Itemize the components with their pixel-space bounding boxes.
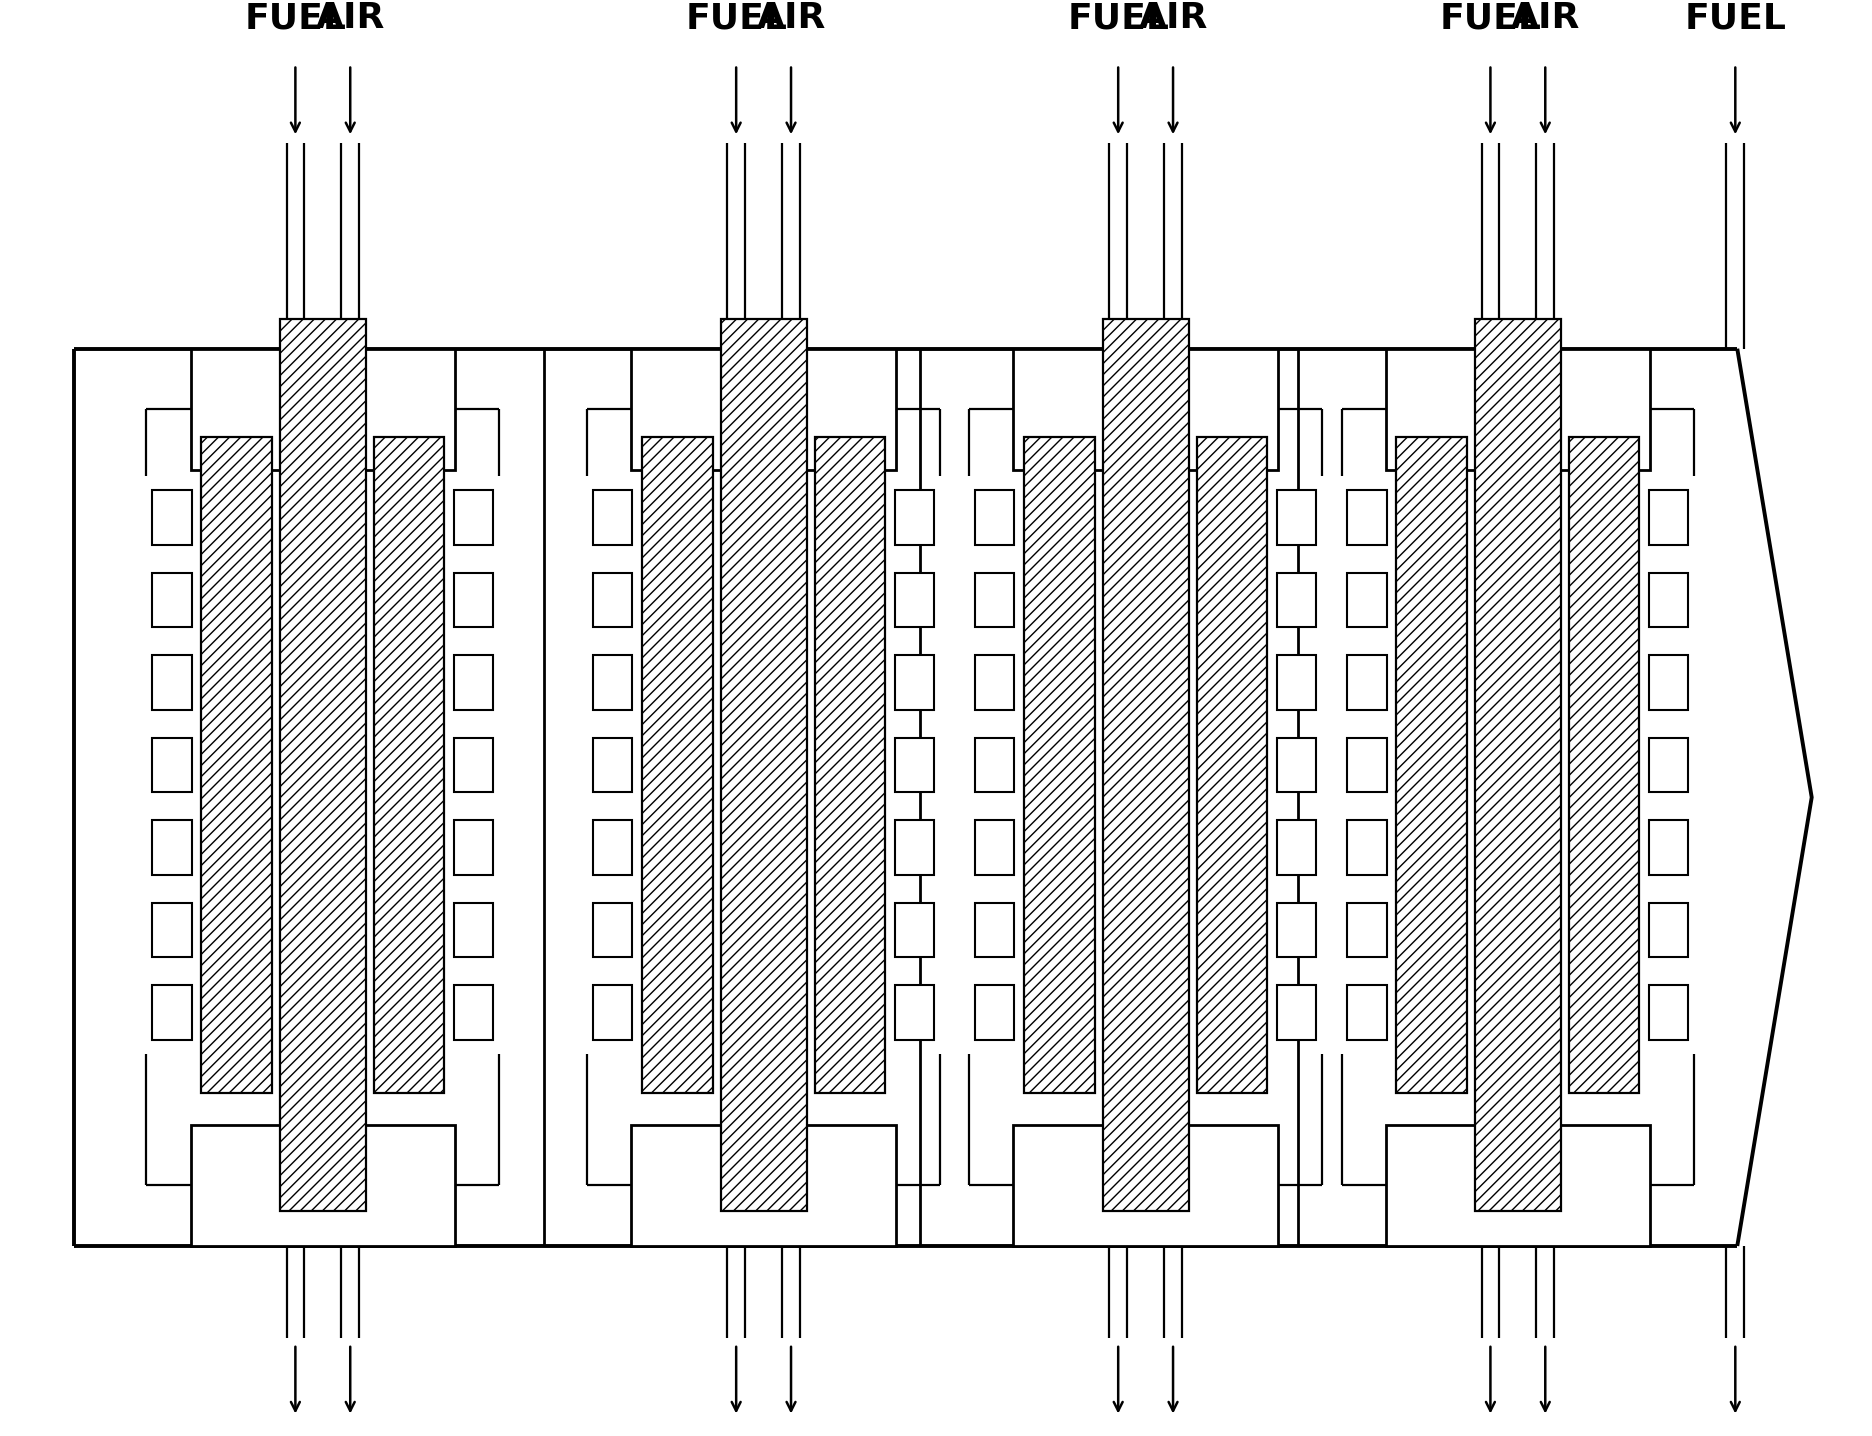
- Bar: [1649, 655, 1689, 709]
- Bar: [152, 573, 191, 628]
- Bar: [1103, 319, 1189, 1211]
- Text: FUEL: FUEL: [1685, 1, 1786, 36]
- Bar: [1348, 985, 1387, 1040]
- Bar: [455, 985, 492, 1040]
- Bar: [593, 655, 633, 709]
- Bar: [895, 490, 934, 544]
- Text: FUEL: FUEL: [685, 1, 786, 36]
- Bar: [975, 985, 1015, 1040]
- Bar: [1013, 1124, 1279, 1246]
- Bar: [152, 903, 191, 958]
- Bar: [1348, 903, 1387, 958]
- Bar: [1348, 490, 1387, 544]
- Bar: [631, 349, 897, 470]
- Bar: [593, 573, 633, 628]
- Bar: [1277, 738, 1316, 793]
- Text: FUEL: FUEL: [1067, 1, 1170, 36]
- Bar: [895, 738, 934, 793]
- Bar: [1024, 437, 1095, 1093]
- Bar: [1013, 349, 1279, 470]
- Bar: [1277, 903, 1316, 958]
- Bar: [975, 655, 1015, 709]
- Bar: [1196, 437, 1267, 1093]
- Bar: [1277, 655, 1316, 709]
- Text: FUEL: FUEL: [1440, 1, 1541, 36]
- Bar: [1348, 655, 1387, 709]
- Bar: [1348, 573, 1387, 628]
- Bar: [1348, 738, 1387, 793]
- Bar: [152, 820, 191, 875]
- Bar: [593, 903, 633, 958]
- Bar: [1348, 820, 1387, 875]
- Bar: [975, 573, 1015, 628]
- Bar: [1649, 985, 1689, 1040]
- Bar: [895, 985, 934, 1040]
- Bar: [455, 820, 492, 875]
- Bar: [1649, 573, 1689, 628]
- Bar: [1649, 490, 1689, 544]
- Bar: [374, 437, 444, 1093]
- Bar: [593, 985, 633, 1040]
- Bar: [642, 437, 713, 1093]
- Bar: [631, 1124, 897, 1246]
- Bar: [455, 655, 492, 709]
- Text: FUEL: FUEL: [245, 1, 346, 36]
- Bar: [455, 903, 492, 958]
- Bar: [1385, 1124, 1649, 1246]
- Text: AIR: AIR: [1511, 1, 1580, 36]
- Bar: [202, 437, 271, 1093]
- Bar: [1475, 319, 1561, 1211]
- Bar: [455, 490, 492, 544]
- Bar: [455, 738, 492, 793]
- Bar: [975, 490, 1015, 544]
- Bar: [152, 490, 191, 544]
- Bar: [1277, 985, 1316, 1040]
- Bar: [593, 490, 633, 544]
- Bar: [721, 319, 807, 1211]
- Bar: [975, 738, 1015, 793]
- Bar: [1277, 820, 1316, 875]
- Bar: [191, 349, 455, 470]
- Bar: [1649, 820, 1689, 875]
- Bar: [455, 573, 492, 628]
- Bar: [1277, 573, 1316, 628]
- Bar: [1649, 738, 1689, 793]
- Bar: [895, 573, 934, 628]
- Bar: [1649, 903, 1689, 958]
- Bar: [1397, 437, 1468, 1093]
- Text: AIR: AIR: [316, 1, 386, 36]
- Bar: [895, 903, 934, 958]
- Bar: [593, 820, 633, 875]
- Text: AIR: AIR: [1138, 1, 1207, 36]
- Bar: [1277, 490, 1316, 544]
- Bar: [895, 655, 934, 709]
- Bar: [975, 903, 1015, 958]
- Bar: [152, 738, 191, 793]
- Bar: [279, 319, 365, 1211]
- Bar: [152, 985, 191, 1040]
- Text: AIR: AIR: [756, 1, 826, 36]
- Bar: [814, 437, 885, 1093]
- Bar: [1385, 349, 1649, 470]
- Bar: [152, 655, 191, 709]
- Bar: [1569, 437, 1640, 1093]
- Bar: [191, 1124, 455, 1246]
- Bar: [895, 820, 934, 875]
- Bar: [593, 738, 633, 793]
- Bar: [975, 820, 1015, 875]
